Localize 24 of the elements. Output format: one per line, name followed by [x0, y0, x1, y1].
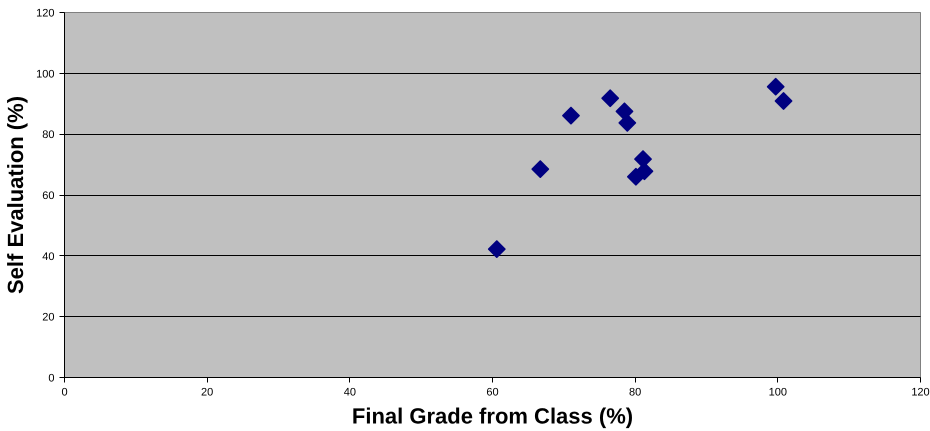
point: [488, 240, 506, 258]
y-tick-label: 60: [42, 190, 55, 202]
x-tick-label: 0: [61, 386, 68, 398]
point: [626, 168, 645, 186]
x-tick-label: 60: [486, 386, 499, 398]
y-tick-label: 120: [36, 8, 55, 20]
y-tick-label: 40: [42, 250, 55, 263]
y-tick-label: 100: [36, 68, 55, 80]
x-tick-label: 20: [201, 386, 214, 398]
point: [766, 78, 785, 96]
point: [531, 160, 550, 178]
point: [774, 92, 793, 110]
y-tick-label: 80: [42, 129, 55, 142]
x-axis-title: Final Grade from Class (%): [352, 404, 634, 428]
point: [601, 89, 620, 108]
y-tick-label: 20: [42, 312, 55, 324]
x-tick-label: 80: [629, 386, 642, 398]
point: [562, 106, 580, 125]
x-tick-label: 120: [911, 386, 930, 398]
y-axis-title: Self Evaluation (%): [3, 96, 28, 294]
y-tick-label: 0: [48, 372, 55, 384]
x-tick-label: 40: [344, 386, 356, 398]
point: [618, 114, 636, 132]
x-tick-label: 100: [768, 386, 788, 398]
